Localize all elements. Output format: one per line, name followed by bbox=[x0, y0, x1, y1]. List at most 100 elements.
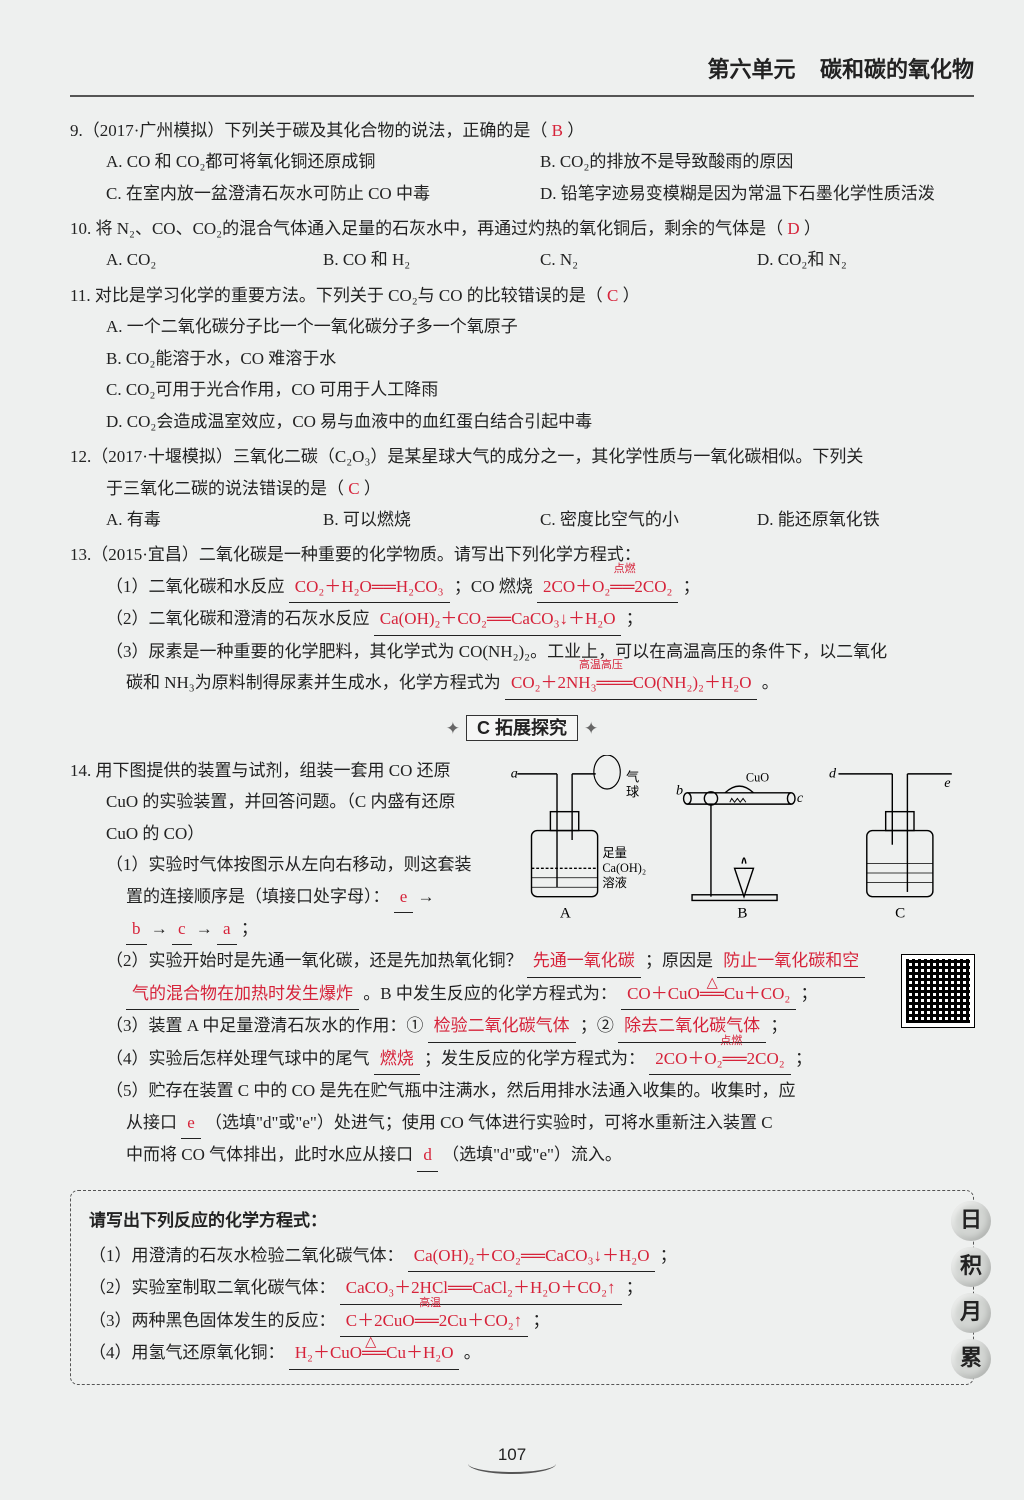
svg-text:B: B bbox=[737, 905, 747, 921]
apparatus-figure: a 气 球 足量 Ca(OH)₂ 溶液 A bbox=[495, 755, 974, 946]
q14-p2c: 。B 中发生反应的化学方程式为： bbox=[363, 984, 617, 1003]
page-number: 107 bbox=[0, 1439, 1024, 1474]
q9-answer: B bbox=[552, 121, 563, 140]
q14-stem3: CuO 的 CO） bbox=[70, 818, 495, 849]
q14-p2ans1: 先通一氧化碳 bbox=[527, 945, 641, 977]
q10-optC: C. N₂ bbox=[540, 244, 757, 275]
q12-optD: D. 能还原氧化铁 bbox=[757, 504, 974, 535]
q11-stem: 11. 对比是学习化学的重要方法。下列关于 CO₂与 CO 的比较错误的是（ bbox=[70, 286, 603, 305]
q14-p2a: （2）实验开始时是先通一氧化碳，还是先加热氧化铜？ bbox=[106, 951, 523, 970]
q14-p5e: （选填"d"或"e"）流入。 bbox=[442, 1145, 622, 1164]
day-l3a: （3）两种黑色固体发生的反应： bbox=[89, 1311, 336, 1330]
q14-p3ans2: 除去二氧化碳气体 bbox=[618, 1010, 766, 1042]
q12-stem-end: ） bbox=[364, 479, 381, 498]
q11-stem-end: ） bbox=[623, 286, 640, 305]
q9-optD: D. 铅笔字迹易变模糊是因为常温下石墨化学性质活泼 bbox=[540, 178, 974, 209]
arrow-icon: → bbox=[151, 919, 168, 938]
circle-lei: 累 bbox=[951, 1339, 991, 1379]
svg-text:c: c bbox=[797, 790, 804, 806]
q14-p1a: （1）实验时气体按图示从左向右移动，则这套装 bbox=[70, 849, 495, 880]
q14-p2ans3: 气的混合物在加热时发生爆炸 bbox=[126, 978, 359, 1010]
q13-p2b: ； bbox=[626, 609, 643, 628]
q10-stem: 10. 将 N₂、CO、CO₂的混合气体通入足量的石灰水中，再通过灼热的氧化铜后… bbox=[70, 219, 783, 238]
qr-code-icon bbox=[902, 955, 974, 1027]
q13-p2a: （2）二氧化碳和澄清的石灰水反应 bbox=[106, 609, 370, 628]
q11-optC: C. CO₂可用于光合作用，CO 可用于人工降雨 bbox=[70, 374, 974, 405]
svg-text:A: A bbox=[560, 905, 571, 921]
q14-p4ans1: 燃烧 bbox=[374, 1043, 420, 1075]
q14-seq-a: a bbox=[217, 913, 237, 945]
question-10: 10. 将 N₂、CO、CO₂的混合气体通入足量的石灰水中，再通过灼热的氧化铜后… bbox=[70, 213, 974, 276]
day-l4b: 。 bbox=[464, 1343, 481, 1362]
q14-p3b: ；② bbox=[580, 1016, 614, 1035]
q10-optB: B. CO 和 H₂ bbox=[323, 244, 540, 275]
q14-p2ans2: 防止一氧化碳和空 bbox=[717, 945, 865, 977]
circle-ri: 日 bbox=[951, 1201, 991, 1241]
q13-p1a: （1）二氧化碳和水反应 bbox=[106, 577, 285, 596]
q14-p5a: （5）贮存在装置 C 中的 CO 是先在贮气瓶中注满水，然后用排水法通入收集的。… bbox=[70, 1075, 974, 1106]
q13-p1b: ；CO 燃烧 bbox=[454, 577, 533, 596]
q12-optA: A. 有毒 bbox=[106, 504, 323, 535]
question-14: 14. 用下图提供的装置与试剂，组装一套用 CO 还原 CuO 的实验装置，并回… bbox=[70, 755, 974, 1172]
q9-optC: C. 在室内放一盆澄清石灰水可防止 CO 中毒 bbox=[106, 178, 540, 209]
q14-p4b: ；发生反应的化学方程式为： bbox=[424, 1049, 645, 1068]
q14-p5d: 中而将 CO 气体排出，此时水应从接口 bbox=[126, 1145, 413, 1164]
q11-optD: D. CO₂会造成温室效应，CO 易与血液中的血红蛋白结合引起中毒 bbox=[70, 406, 974, 437]
q14-stem2: CuO 的实验装置，并回答问题。（C 内盛有还原 bbox=[70, 786, 495, 817]
q10-answer: D bbox=[787, 219, 799, 238]
q14-p5ans1: e bbox=[181, 1107, 201, 1139]
q14-p5c: （选填"d"或"e"）处进气；使用 CO 气体进行实验时，可将水重新注入装置 C bbox=[205, 1113, 773, 1132]
q14-p3a: （3）装置 A 中足量澄清石灰水的作用：① bbox=[106, 1016, 423, 1035]
question-12: 12.（2017·十堰模拟）三氧化二碳（C₂O₃）是某星球大气的成分之一，其化学… bbox=[70, 441, 974, 535]
svg-text:足量: 足量 bbox=[602, 846, 627, 860]
q11-optB: B. CO₂能溶于水，CO 难溶于水 bbox=[70, 343, 974, 374]
q14-p4a: （4）实验后怎样处理气球中的尾气 bbox=[106, 1049, 370, 1068]
question-9: 9.（2017·广州模拟）下列关于碳及其化合物的说法，正确的是（ B ） A. … bbox=[70, 115, 974, 209]
q10-stem-end: ） bbox=[804, 219, 821, 238]
svg-text:气: 气 bbox=[626, 769, 639, 784]
svg-text:C: C bbox=[895, 905, 905, 921]
section-c-text: C 拓展探究 bbox=[466, 715, 578, 741]
q13-p3c: 。 bbox=[762, 673, 779, 692]
q14-p1b: 置的连接顺序是（填接口处字母）： bbox=[126, 887, 390, 906]
day-l2b: ； bbox=[626, 1278, 643, 1297]
q13-p3a: （3）尿素是一种重要的化学肥料，其化学式为 CO(NH₂)₂。工业上，可以在高温… bbox=[70, 636, 974, 667]
day-l1a: （1）用澄清的石灰水检验二氧化碳气体： bbox=[89, 1246, 404, 1265]
q13-p1ans2: 点燃 2CO＋O₂══2CO₂ bbox=[537, 571, 678, 603]
q14-p2b: ；原因是 bbox=[645, 951, 713, 970]
section-c-label: ✦C 拓展探究✦ bbox=[70, 712, 974, 745]
q12-optB: B. 可以燃烧 bbox=[323, 504, 540, 535]
q14-seq-c: c bbox=[172, 913, 192, 945]
svg-text:溶液: 溶液 bbox=[602, 875, 627, 890]
q11-answer: C bbox=[607, 286, 618, 305]
q14-p5ans2: d bbox=[417, 1139, 438, 1171]
q14-p4c: ； bbox=[795, 1049, 812, 1068]
q14-p4eq: 点燃 2CO＋O₂══2CO₂ bbox=[649, 1043, 790, 1075]
q10-optD: D. CO₂和 N₂ bbox=[757, 244, 974, 275]
q10-optA: A. CO₂ bbox=[106, 244, 323, 275]
q14-p1end: ； bbox=[241, 919, 258, 938]
question-13: 13.（2015·宜昌）二氧化碳是一种重要的化学物质。请写出下列化学方程式： （… bbox=[70, 539, 974, 699]
q13-p3ans: 高温高压 CO₂＋2NH₃═══CO(NH₂)₂＋H₂O bbox=[505, 667, 757, 699]
day-l1b: ； bbox=[660, 1246, 677, 1265]
page-number-text: 107 bbox=[468, 1439, 556, 1474]
q9-optA: A. CO 和 CO₂都可将氧化铜还原成铜 bbox=[106, 146, 540, 177]
q9-optB: B. CO₂的排放不是导致酸雨的原因 bbox=[540, 146, 974, 177]
q14-stem1: 14. 用下图提供的装置与试剂，组装一套用 CO 还原 bbox=[70, 755, 495, 786]
q14-p3c: ； bbox=[770, 1016, 787, 1035]
q14-p2d: ； bbox=[801, 984, 818, 1003]
question-11: 11. 对比是学习化学的重要方法。下列关于 CO₂与 CO 的比较错误的是（ C… bbox=[70, 280, 974, 437]
q13-p1c: ； bbox=[683, 577, 700, 596]
unit-title: 碳和碳的氧化物 bbox=[820, 57, 974, 82]
q9-stem: 9.（2017·广州模拟）下列关于碳及其化合物的说法，正确的是（ bbox=[70, 121, 547, 140]
q12-answer: C bbox=[348, 479, 359, 498]
q13-p3b: 碳和 NH₃为原料制得尿素并生成水，化学方程式为 bbox=[126, 673, 501, 692]
q14-seq-e: e bbox=[394, 881, 414, 913]
circle-yue: 月 bbox=[951, 1293, 991, 1333]
svg-text:CuO: CuO bbox=[746, 770, 769, 784]
unit-label: 第六单元 bbox=[708, 57, 796, 82]
q14-p2eq: △ CO＋CuO══Cu＋CO₂ bbox=[621, 978, 796, 1010]
day-l2a: （2）实验室制取二氧化碳气体： bbox=[89, 1278, 336, 1297]
q13-p2ans: Ca(OH)₂＋CO₂══CaCO₃↓＋H₂O bbox=[374, 603, 622, 635]
q14-p5b: 从接口 bbox=[126, 1113, 177, 1132]
